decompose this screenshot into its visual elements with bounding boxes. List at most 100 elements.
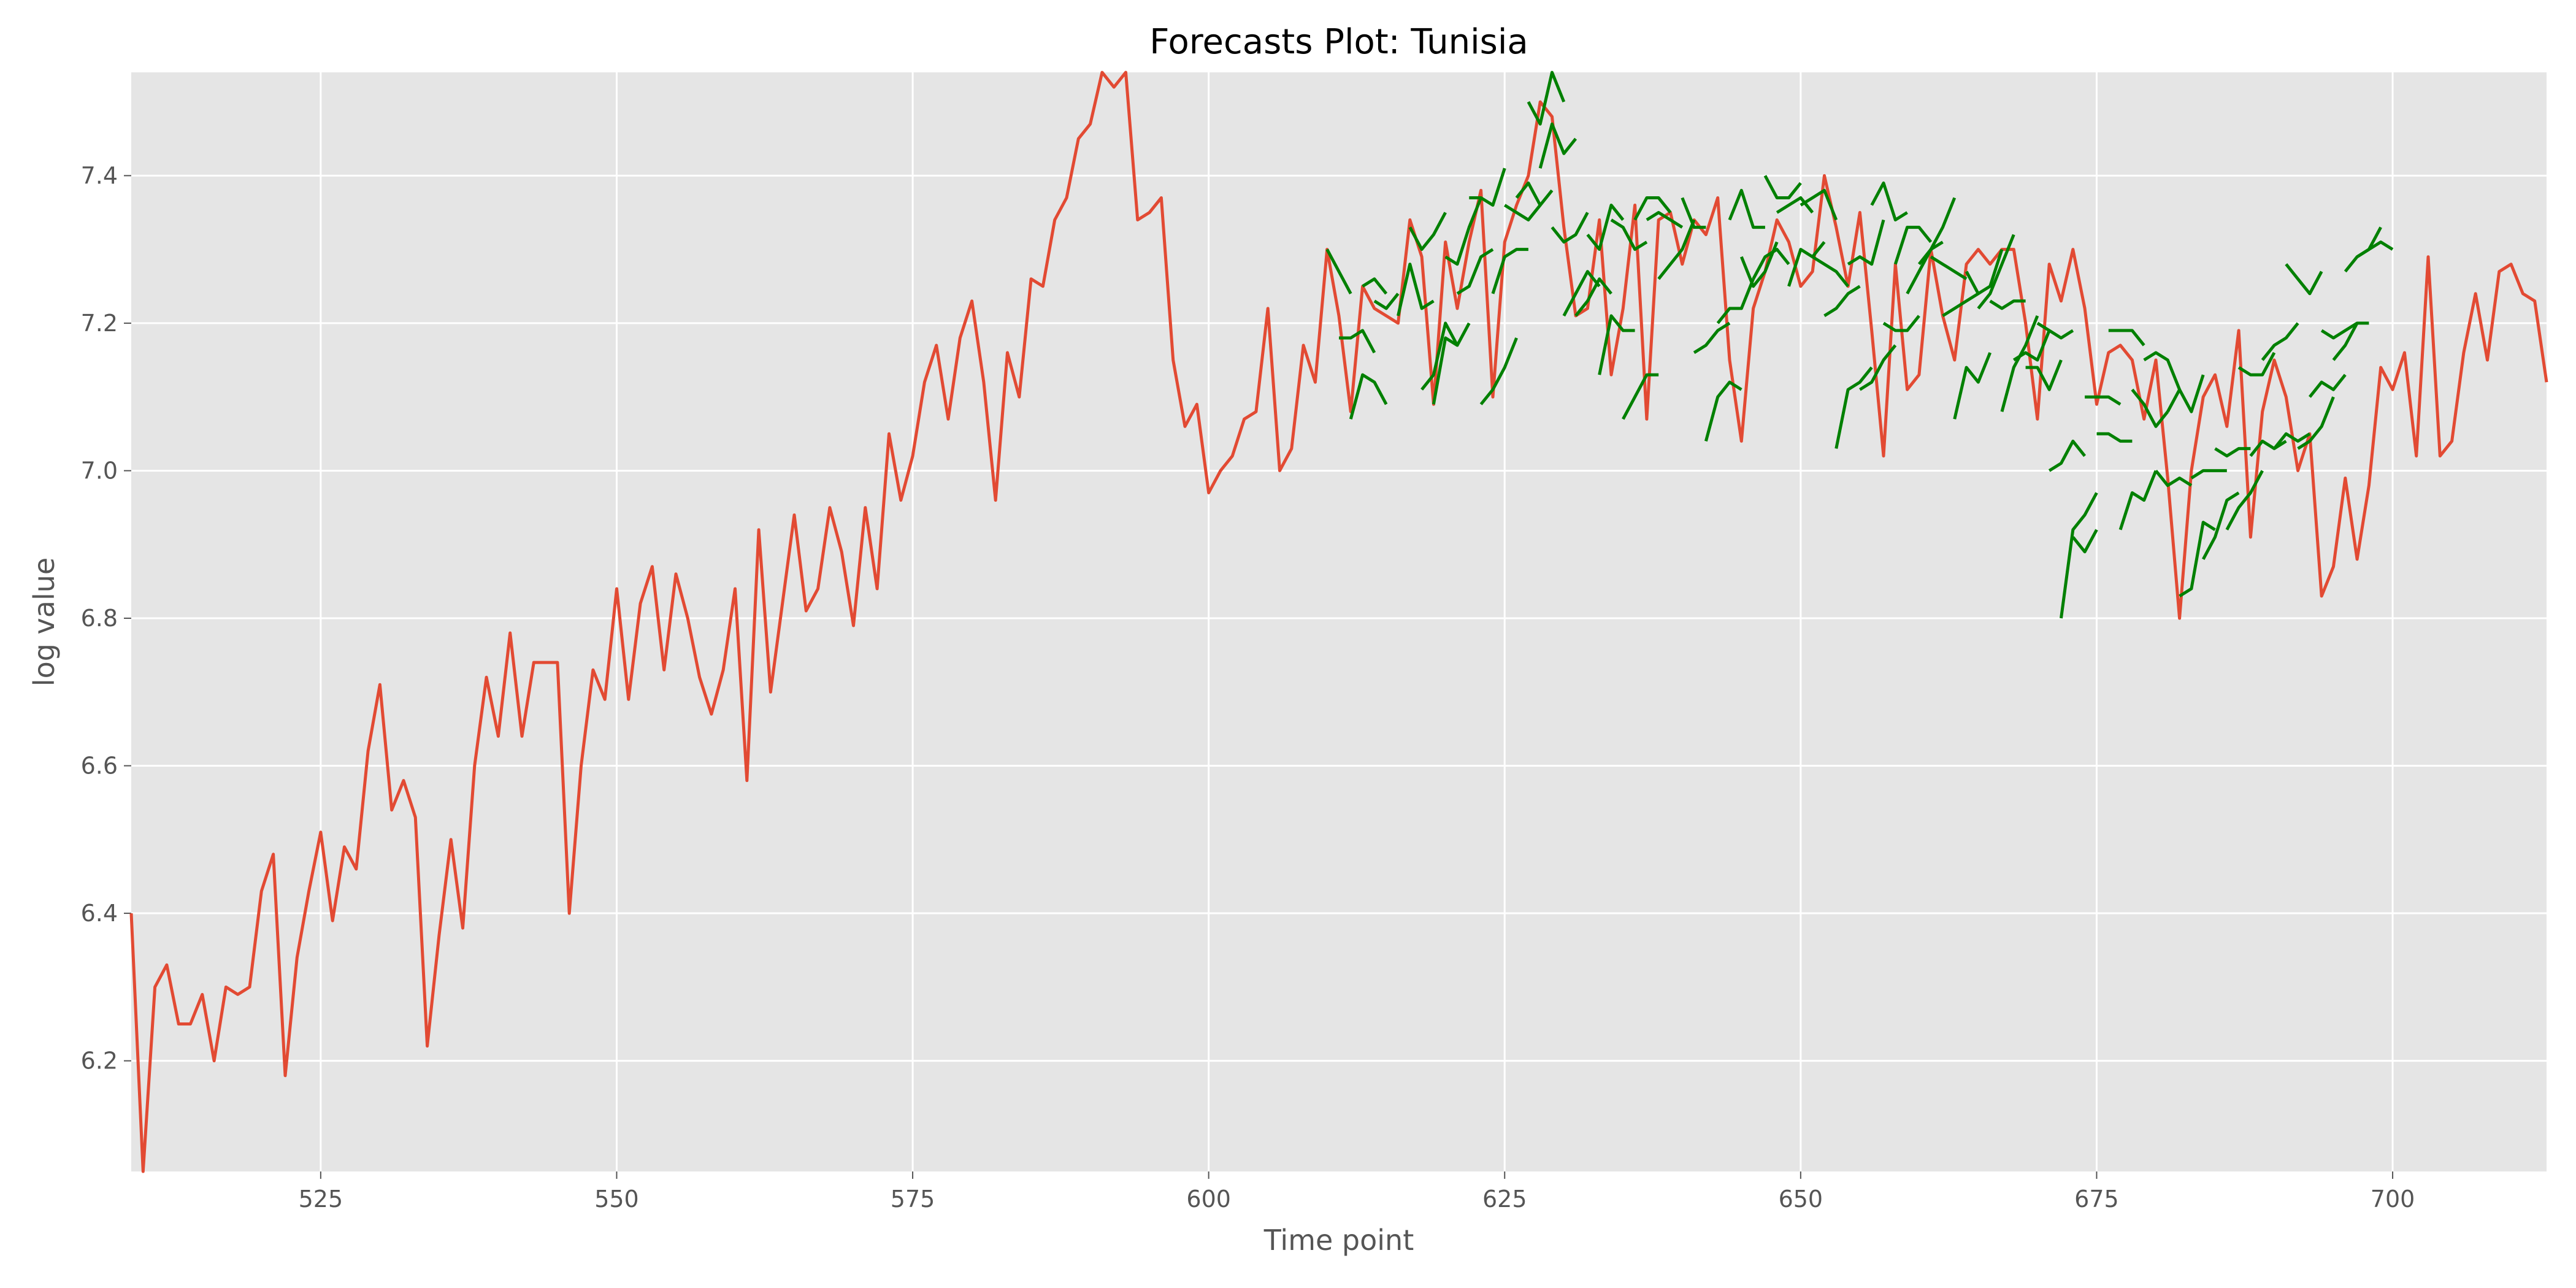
forecast-series-line: [2025, 359, 2063, 391]
forecast-series-line: [2060, 492, 2098, 619]
forecast-series-line: [2143, 351, 2181, 391]
forecast-series-line: [2214, 447, 2251, 458]
y-tick-label: 7.2: [81, 310, 118, 337]
forecast-series-line: [2249, 439, 2287, 457]
forecast-series-line: [1527, 71, 1566, 126]
forecast-series-line: [2012, 329, 2051, 362]
forecast-series-line: [2285, 263, 2323, 296]
axis-ticks: 525 550 575 600 625 650 675 700 6.2 6.4 6.6 6.8 7.0 7…: [81, 162, 2415, 1213]
forecast-series-line: [1882, 315, 1920, 332]
x-tick-label: 700: [2371, 1186, 2415, 1213]
forecast-series-line: [1800, 188, 1838, 221]
forecast-series-line: [2036, 321, 2074, 340]
forecast-series-line: [2237, 351, 2276, 377]
forecast-series-line: [1787, 241, 1826, 287]
forecast-series-line: [1906, 240, 1944, 294]
forecast-series-line: [2332, 321, 2369, 361]
forecast-series-line: [2096, 432, 2133, 443]
forecast-series-line: [1339, 329, 1376, 354]
x-tick-label: 625: [1482, 1186, 1527, 1213]
y-tick-label: 6.4: [81, 900, 118, 927]
y-tick-label: 6.8: [81, 605, 118, 632]
forecast-series-line: [1362, 277, 1388, 295]
forecast-series-line: [1633, 196, 1672, 221]
actual-series: [129, 71, 2548, 1173]
forecast-series-line: [2201, 491, 2240, 560]
forecast-series-line: [2179, 521, 2216, 598]
forecast-series-line: [2118, 470, 2158, 531]
forecast-series-line: [1479, 337, 1518, 405]
forecast-series-line: [1704, 380, 1742, 442]
y-tick-label: 6.6: [81, 753, 118, 780]
forecast-series-line: [1811, 255, 1850, 288]
forecast-series-line: [1349, 373, 1388, 420]
forecast-series-line: [1646, 211, 1684, 229]
forecast-series-line: [2308, 374, 2347, 398]
forecast-series-line: [1397, 263, 1435, 316]
forecast-series-line: [1408, 212, 1447, 251]
forecast-series-line: [1551, 212, 1589, 244]
forecast-series-line: [2273, 432, 2311, 450]
forecast-series-line: [1562, 270, 1601, 317]
forecast-series-line: [1325, 248, 1352, 294]
forecast-series-line: [1515, 181, 1554, 207]
forecast-series-line: [2320, 321, 2358, 340]
chart-title: Forecasts Plot: Tunisia: [1149, 22, 1528, 62]
forecast-series-line: [1728, 188, 1765, 229]
forecast-series-line: [2155, 469, 2193, 487]
forecast-series-line: [2356, 240, 2394, 258]
forecast-series-line: [1444, 197, 1482, 266]
forecast-series-line: [1373, 293, 1400, 310]
forecast-series-line: [2166, 374, 2205, 413]
forecast-series-line: [2085, 395, 2122, 406]
forecast-series-line: [2071, 529, 2098, 554]
forecast-series-line: [2297, 396, 2335, 450]
forecast-series-line: [1693, 321, 1731, 355]
forecast-series-line: [2048, 439, 2087, 472]
forecast-series-line: [1610, 218, 1648, 251]
forecast-series-line: [1469, 167, 1506, 207]
forecast-series-line: [1739, 241, 1779, 288]
x-tick-label: 575: [891, 1186, 935, 1213]
forecast-series-line: [1574, 277, 1612, 317]
forecast-series-line: [1965, 248, 2004, 296]
forecast-series-line: [1657, 219, 1696, 280]
forecast-series-line: [1491, 248, 1528, 294]
forecast-series-line: [1893, 226, 1933, 265]
forecast-series-line: [1763, 175, 1802, 199]
forecast-series-line: [1834, 366, 1873, 449]
forecast-series-line: [1870, 181, 1908, 221]
forecast-series-line: [1598, 314, 1635, 375]
y-tick-label: 6.2: [81, 1048, 118, 1075]
forecast-series-line: [2261, 322, 2299, 361]
forecast-series-line: [1953, 352, 1992, 420]
y-tick-label: 7.0: [81, 457, 118, 484]
x-tick-label: 675: [2074, 1186, 2119, 1213]
forecast-series-line: [1823, 285, 1861, 318]
forecast-series-line: [2108, 329, 2145, 347]
forecast-series-group: [1325, 71, 2394, 619]
forecast-series-line: [1456, 248, 1494, 295]
x-tick-label: 600: [1186, 1186, 1231, 1213]
forecast-series-line: [2190, 469, 2227, 480]
forecast-series-line: [1977, 234, 2015, 310]
y-axis-label: log value: [28, 558, 61, 686]
forecast-series-line: [1503, 204, 1542, 221]
y-tick-label: 7.4: [81, 162, 118, 189]
forecast-series-line: [1420, 321, 1459, 391]
x-tick-label: 550: [594, 1186, 639, 1213]
forecast-series-line: [1432, 322, 1471, 405]
forecast-series-line: [2131, 388, 2169, 428]
forecast-series-line: [1859, 344, 1897, 391]
forecast-series-line: [1930, 255, 1968, 280]
forecast-series-line: [1681, 197, 1706, 229]
forecast-series-line: [1989, 299, 2026, 310]
forecast-series-line: [1622, 373, 1659, 420]
plot-area: [131, 72, 2547, 1171]
forecast-series-line: [1716, 278, 1755, 324]
forecast-series-line: [1917, 197, 1957, 266]
forecast-series-line: [1586, 204, 1625, 251]
forecast-series-line: [1752, 248, 1790, 280]
forecast-series-line: [2225, 470, 2264, 531]
